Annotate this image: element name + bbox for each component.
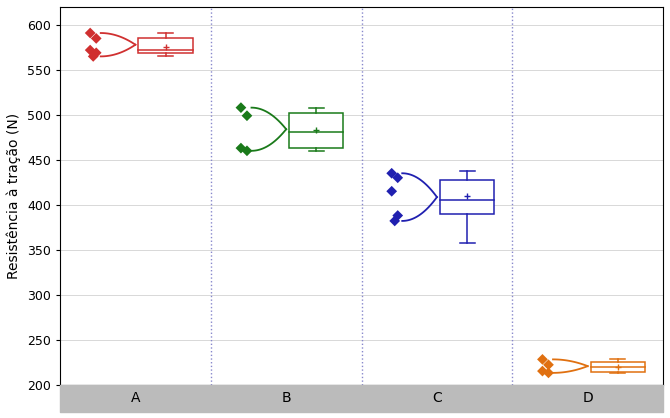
Point xyxy=(389,218,400,224)
Bar xyxy=(139,38,193,53)
Point xyxy=(242,112,253,119)
Point xyxy=(387,188,397,195)
Point xyxy=(88,53,98,60)
X-axis label: Amostras: Amostras xyxy=(329,397,395,411)
Text: C: C xyxy=(432,391,442,405)
Point xyxy=(236,145,247,151)
Bar xyxy=(591,362,645,372)
Point xyxy=(242,148,253,154)
Point xyxy=(91,35,102,42)
Point xyxy=(543,362,554,368)
Text: B: B xyxy=(281,391,291,405)
Point xyxy=(537,356,548,363)
Point xyxy=(393,174,403,181)
Point xyxy=(85,30,96,36)
Point xyxy=(537,368,548,375)
Text: A: A xyxy=(131,391,140,405)
Point xyxy=(85,47,96,54)
Bar xyxy=(289,113,344,148)
Y-axis label: Resistência à tração (N): Resistência à tração (N) xyxy=(7,113,21,279)
Point xyxy=(236,104,247,111)
Point xyxy=(387,170,397,177)
Bar xyxy=(440,180,494,214)
Point xyxy=(393,212,403,219)
Text: D: D xyxy=(582,391,593,405)
Point xyxy=(543,370,554,376)
Point xyxy=(91,49,102,56)
